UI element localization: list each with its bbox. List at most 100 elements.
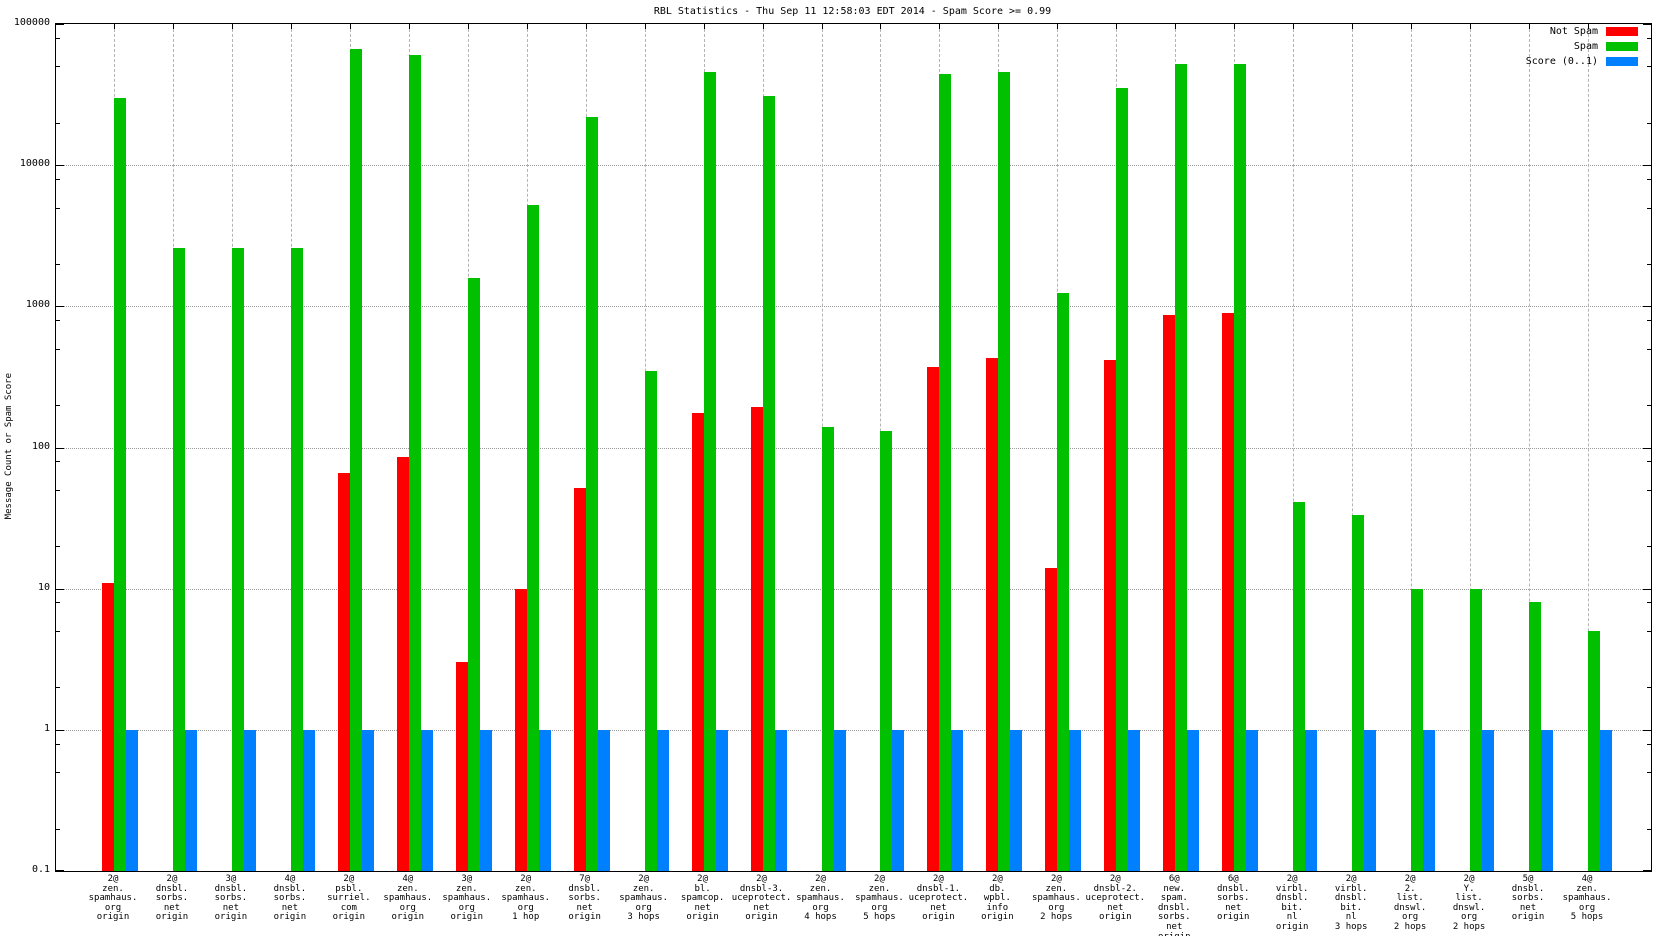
y-minor-tick-right <box>1647 743 1651 745</box>
bar-score-0-1- <box>715 729 728 871</box>
x-category-label: 2@ 2. list. dnswl. org 2 hops <box>1393 874 1427 932</box>
y-major-tick-left <box>56 447 64 449</box>
x-tick-top <box>939 24 941 29</box>
y-minor-tick-left <box>56 37 60 39</box>
legend-label: Not Spam <box>1549 26 1598 37</box>
y-minor-tick-right <box>1647 489 1651 491</box>
bar-score-0-1- <box>1423 729 1436 871</box>
bar-spam <box>526 205 539 871</box>
legend-row: Spam <box>1390 42 1638 52</box>
x-tick-top <box>172 24 174 29</box>
x-tick-top <box>998 24 1000 29</box>
bar-spam <box>349 49 362 871</box>
bar-spam <box>114 97 126 871</box>
x-category-label: 2@ bl. spamcop. net origin <box>680 874 725 923</box>
bar-spam <box>644 370 657 871</box>
bar-spam <box>880 431 893 871</box>
bar-spam <box>1529 602 1542 871</box>
x-tick-top <box>526 24 528 29</box>
legend-label: Score (0..1) <box>1525 56 1598 67</box>
y-major-tick-left <box>56 24 64 25</box>
y-minor-tick-right <box>1647 37 1651 39</box>
vertical-gridline <box>1470 24 1472 871</box>
x-tick-top <box>1588 24 1589 29</box>
bar-spam <box>1175 64 1188 871</box>
bar-score-0-1- <box>361 729 374 871</box>
bar-spam <box>762 95 775 871</box>
x-category-label: 2@ zen. spamhaus. org origin <box>88 874 138 923</box>
bar-not-spam <box>750 406 763 871</box>
x-category-label: 7@ dnsbl. sorbs. net origin <box>568 874 601 923</box>
x-category-label: 2@ zen. spamhaus. org 3 hops <box>619 874 669 923</box>
y-tick-label: 10 <box>37 581 50 593</box>
bar-spam <box>1293 502 1306 871</box>
y-major-tick-left <box>56 165 64 167</box>
horizontal-gridline <box>56 306 1651 308</box>
bar-score-0-1- <box>1600 729 1612 871</box>
y-minor-tick-left <box>56 489 60 491</box>
x-tick-top <box>880 24 882 29</box>
bar-not-spam <box>1045 568 1058 871</box>
x-tick-top <box>231 24 233 29</box>
bar-score-0-1- <box>538 729 551 871</box>
y-major-tick-right <box>1643 447 1651 449</box>
y-minor-tick-left <box>56 461 60 463</box>
y-major-tick-right <box>1643 588 1651 590</box>
plot-area <box>55 23 1652 872</box>
x-tick-top <box>1470 24 1472 29</box>
y-minor-tick-left <box>56 743 60 745</box>
y-major-tick-right <box>1643 870 1651 871</box>
bar-spam <box>998 71 1011 871</box>
y-major-tick-right <box>1643 306 1651 308</box>
chart-title: RBL Statistics - Thu Sep 11 12:58:03 EDT… <box>653 6 1052 17</box>
x-tick-top <box>1057 24 1059 29</box>
x-category-label: 2@ zen. spamhaus. org 4 hops <box>796 874 845 923</box>
bar-score-0-1- <box>1010 729 1023 871</box>
bar-score-0-1- <box>420 729 433 871</box>
x-category-label: 2@ Y. list. dnswl. org 2 hops <box>1452 874 1486 932</box>
bar-score-0-1- <box>951 729 964 871</box>
y-minor-tick-right <box>1647 263 1651 265</box>
bar-spam <box>939 74 952 871</box>
x-tick-top <box>408 24 410 29</box>
x-category-label: 2@ db. wpbl. info origin <box>981 874 1014 923</box>
bar-score-0-1- <box>1187 729 1200 871</box>
bar-spam <box>408 55 421 871</box>
bar-score-0-1- <box>892 729 905 871</box>
y-minor-tick-left <box>56 178 60 180</box>
x-tick-top <box>1116 24 1118 29</box>
y-minor-tick-left <box>56 602 60 604</box>
y-tick-label: 0.1 <box>31 864 50 875</box>
x-category-label: 3@ dnsbl. sorbs. net origin <box>214 874 248 923</box>
x-tick-top <box>349 24 351 29</box>
x-category-label: 2@ dnsbl-1. uceprotect. net origin <box>908 874 969 923</box>
horizontal-gridline <box>56 165 1651 167</box>
bar-score-0-1- <box>184 729 197 871</box>
x-tick-top <box>585 24 587 29</box>
y-major-tick-right <box>1643 165 1651 167</box>
bar-spam <box>1057 292 1070 871</box>
bar-spam <box>290 247 303 871</box>
bar-spam <box>231 247 244 871</box>
bar-score-0-1- <box>774 729 787 871</box>
bar-spam <box>703 71 716 871</box>
x-category-label: 4@ zen. spamhaus. org 5 hops <box>1562 874 1612 923</box>
y-minor-tick-right <box>1647 178 1651 180</box>
x-category-label: 4@ zen. spamhaus. org origin <box>383 874 433 923</box>
x-category-label: 2@ zen. spamhaus. org 5 hops <box>855 874 904 923</box>
x-tick-top <box>762 24 764 29</box>
legend-row: Score (0..1) <box>1390 57 1638 67</box>
bar-not-spam <box>396 456 409 871</box>
bar-score-0-1- <box>1482 729 1495 871</box>
y-minor-tick-right <box>1647 772 1651 774</box>
y-tick-label: 10000 <box>19 158 50 170</box>
x-category-label: 3@ zen. spamhaus. org origin <box>442 874 492 923</box>
vertical-gridline <box>1411 24 1413 871</box>
bar-not-spam <box>1222 312 1235 871</box>
x-category-label: 2@ dnsbl. sorbs. net origin <box>155 874 189 923</box>
y-minor-tick-left <box>56 122 60 124</box>
y-minor-tick-right <box>1647 461 1651 463</box>
vertical-gridline <box>1529 24 1531 871</box>
bar-score-0-1- <box>1541 729 1554 871</box>
horizontal-gridline <box>56 588 1651 590</box>
